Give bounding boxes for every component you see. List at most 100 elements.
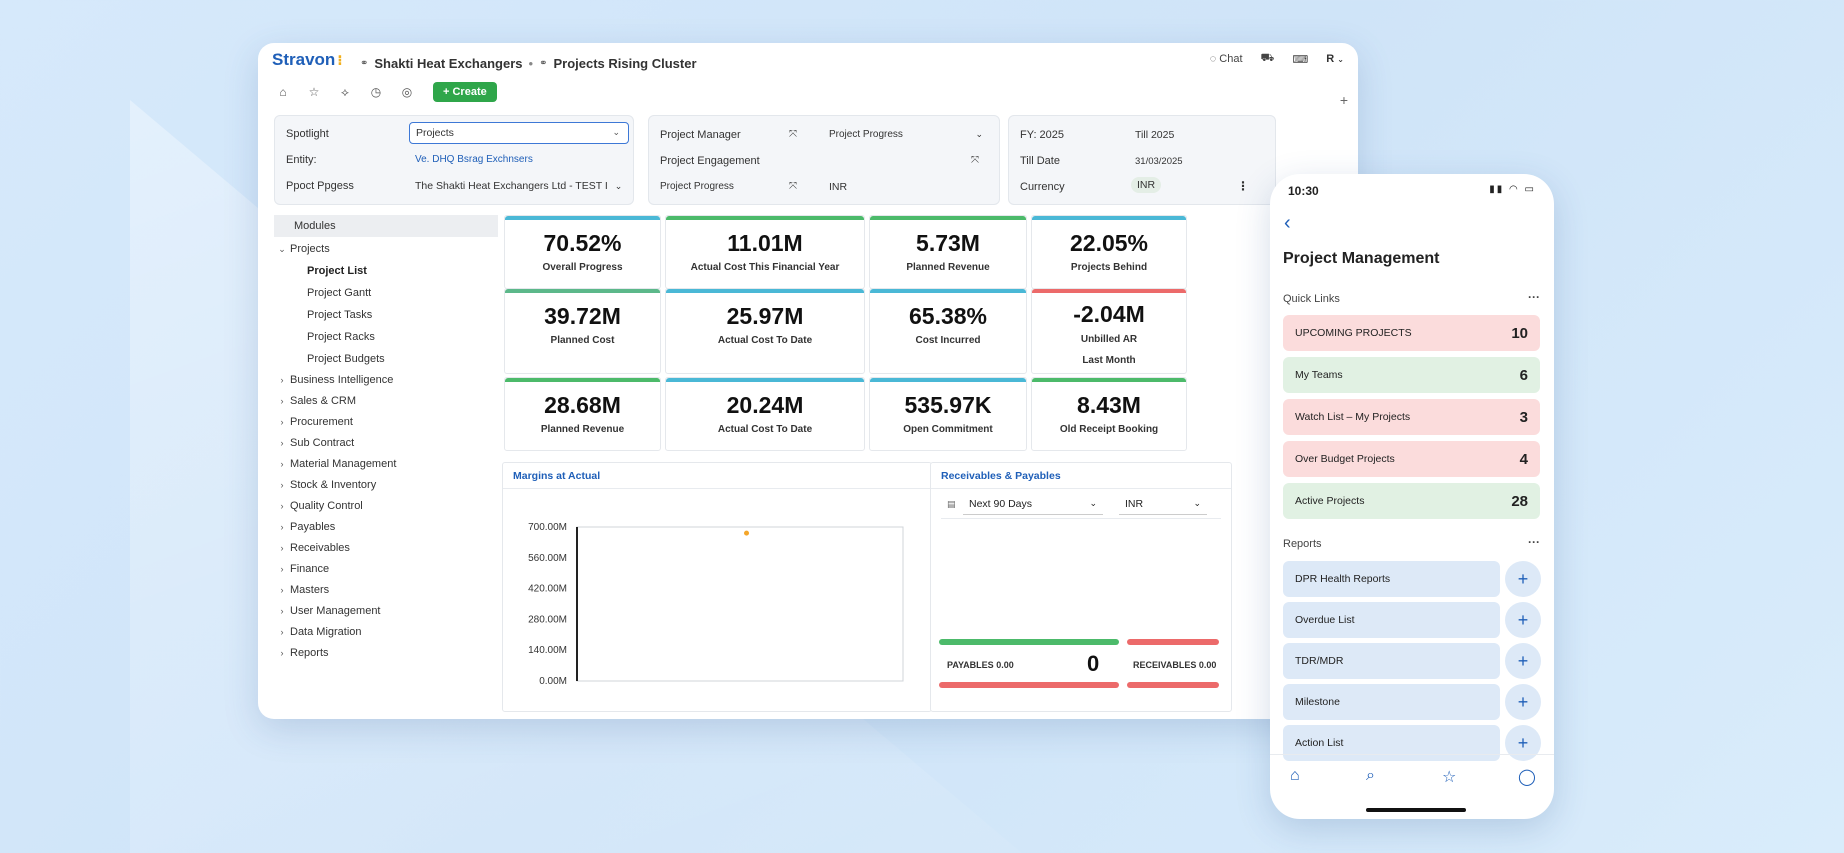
chat-button[interactable]: ◌ Chat xyxy=(1210,53,1243,65)
breadcrumb-cluster[interactable]: Projects Rising Cluster xyxy=(553,56,697,71)
quick-link-item[interactable]: UPCOMING PROJECTS 10 xyxy=(1283,315,1540,351)
spotlight-select[interactable]: Projects ⌄ xyxy=(409,122,629,144)
quick-link-item[interactable]: My Teams 6 xyxy=(1283,357,1540,393)
sidebar-nav: ⌄ Projects Project List Project Gantt Projec… xyxy=(274,237,498,697)
add-report-icon[interactable]: + xyxy=(1505,643,1541,679)
date-range-select[interactable]: Next 90 Days ⌄ xyxy=(963,493,1103,515)
keyboard-icon[interactable]: ⌨ xyxy=(1292,53,1309,66)
expand-icon[interactable]: ⤧ xyxy=(971,155,979,166)
till-date-value[interactable]: 31/03/2025 xyxy=(1135,156,1183,167)
sidebar-item[interactable]: › Sales & CRM xyxy=(274,395,357,407)
add-report-icon[interactable]: + xyxy=(1505,602,1541,638)
chevron-down-icon: ⌄ xyxy=(1193,498,1201,508)
sidebar-subitem[interactable]: Project Tasks xyxy=(307,309,373,321)
expand-icon[interactable]: ⤧ xyxy=(789,129,797,140)
calendar-icon: ▤ xyxy=(947,499,956,509)
chevron-right-icon: › xyxy=(280,438,284,448)
more-options-icon[interactable]: ⋮ xyxy=(1237,179,1249,193)
fy-value[interactable]: Till 2025 xyxy=(1135,129,1175,141)
kpi-card[interactable]: 20.24M Actual Cost To Date xyxy=(665,377,865,451)
sidebar-item[interactable]: › Sub Contract xyxy=(274,437,355,449)
clock-icon[interactable]: ◷ xyxy=(370,85,382,99)
report-item[interactable]: DPR Health Reports xyxy=(1283,561,1500,597)
project-progress-value[interactable]: INR xyxy=(829,181,848,193)
sidebar-item[interactable]: › Data Migration xyxy=(274,626,362,638)
chevron-right-icon: › xyxy=(280,606,284,616)
sidebar-item[interactable]: › Procurement xyxy=(274,416,353,428)
project-manager-select[interactable]: Project Progress ⌄ xyxy=(829,129,989,140)
kpi-card[interactable]: 535.97K Open Commitment xyxy=(869,377,1027,451)
sidebar-item[interactable]: › Receivables xyxy=(274,542,350,554)
y-tick-label: 700.00M xyxy=(528,522,567,533)
tag-icon[interactable]: ⟡ xyxy=(341,84,349,99)
sidebar-item-projects[interactable]: ⌄ Projects xyxy=(274,243,330,255)
currency-select[interactable]: INR xyxy=(1131,177,1162,193)
report-item[interactable]: TDR/MDR xyxy=(1283,643,1500,679)
favorites-tab-icon[interactable]: ☆ xyxy=(1442,769,1457,786)
quick-link-item[interactable]: Active Projects 28 xyxy=(1283,483,1540,519)
user-menu[interactable]: R ⌄ xyxy=(1326,53,1344,65)
sidebar-item[interactable]: › Reports xyxy=(274,647,329,659)
cart-icon[interactable]: ⛟ xyxy=(1260,52,1275,64)
add-report-icon[interactable]: + xyxy=(1505,725,1541,761)
kpi-label: Actual Cost To Date xyxy=(717,424,813,435)
kpi-card[interactable]: 28.68M Planned Revenue xyxy=(504,377,661,451)
sidebar-item[interactable]: › Stock & Inventory xyxy=(274,479,377,491)
report-item[interactable]: Milestone xyxy=(1283,684,1500,720)
report-item[interactable]: Action List xyxy=(1283,725,1500,761)
company-select[interactable]: The Shakti Heat Exchangers Ltd - TEST I … xyxy=(415,180,622,192)
kpi-card[interactable]: 11.01M Actual Cost This Financial Year xyxy=(665,215,865,289)
currency-dropdown-value: INR xyxy=(1125,498,1144,510)
add-report-icon[interactable]: + xyxy=(1505,684,1541,720)
kpi-card[interactable]: 25.97M Actual Cost To Date xyxy=(665,288,865,374)
add-icon[interactable]: + xyxy=(1339,92,1348,108)
breadcrumb-company[interactable]: Shakti Heat Exchangers xyxy=(374,56,523,71)
sidebar-subitem[interactable]: Project Racks xyxy=(307,331,375,343)
quick-link-item[interactable]: Over Budget Projects 4 xyxy=(1283,441,1540,477)
logo[interactable]: Stravon ⁝ xyxy=(272,50,343,70)
y-tick-label: 420.00M xyxy=(528,584,567,595)
add-report-icon[interactable]: + xyxy=(1505,561,1541,597)
org-icon: ⚭ xyxy=(539,58,548,69)
currency-dropdown[interactable]: INR ⌄ xyxy=(1119,493,1207,515)
report-item[interactable]: Overdue List xyxy=(1283,602,1500,638)
quick-link-item[interactable]: Watch List – My Projects 3 xyxy=(1283,399,1540,435)
star-icon[interactable]: ☆ xyxy=(308,85,320,99)
back-icon[interactable]: ‹ xyxy=(1284,212,1291,234)
quick-links-more-icon[interactable]: ··· xyxy=(1528,290,1540,304)
profile-tab-icon[interactable]: ◯ xyxy=(1518,769,1536,786)
chevron-right-icon: › xyxy=(280,417,284,427)
kpi-card[interactable]: 8.43M Old Receipt Booking xyxy=(1031,377,1187,451)
sidebar-subitem[interactable]: Project List xyxy=(307,265,367,277)
margins-chart[interactable]: 700.00M 560.00M 420.00M 280.00M 140.00M 0.00M xyxy=(503,491,933,711)
sidebar-item[interactable]: › Material Management xyxy=(274,458,397,470)
sidebar-item[interactable]: › Business Intelligence xyxy=(274,374,394,386)
sidebar-item[interactable]: › Masters xyxy=(274,584,330,596)
sidebar-item[interactable]: › Payables xyxy=(274,521,336,533)
kpi-label: Old Receipt Booking xyxy=(1059,424,1159,435)
home-tab-icon[interactable]: ⌂ xyxy=(1290,767,1300,784)
kpi-card[interactable]: 70.52% Overall Progress xyxy=(504,215,661,289)
settings-icon[interactable]: ◎ xyxy=(401,85,413,99)
collapse-icon[interactable]: ⤧ xyxy=(789,181,797,192)
sidebar-item[interactable]: › Finance xyxy=(274,563,330,575)
kpi-value: 535.97K xyxy=(904,392,992,418)
reports-more-icon[interactable]: ··· xyxy=(1528,535,1540,549)
sidebar-subitem[interactable]: Project Budgets xyxy=(307,353,385,365)
currency-value: INR xyxy=(1131,177,1162,193)
search-tab-icon[interactable]: ⌕ xyxy=(1366,767,1375,784)
kpi-value: -2.04M xyxy=(1073,301,1145,327)
kpi-card[interactable]: 5.73M Planned Revenue xyxy=(869,215,1027,289)
kpi-card[interactable]: 65.38% Cost Incurred xyxy=(869,288,1027,374)
entity-value[interactable]: Ve. DHQ Bsrag Exchnsers xyxy=(415,154,533,165)
sidebar-item[interactable]: › User Management xyxy=(274,605,381,617)
quick-link-label: UPCOMING PROJECTS xyxy=(1295,327,1412,339)
kpi-card[interactable]: 22.05% Projects Behind xyxy=(1031,215,1187,289)
sidebar-item[interactable]: › Quality Control xyxy=(274,500,363,512)
create-button[interactable]: + Create xyxy=(433,82,497,102)
top-right-actions: ◌ Chat ⛟ ⌨ R ⌄ xyxy=(1210,52,1344,66)
home-icon[interactable]: ⌂ xyxy=(279,85,287,99)
kpi-card[interactable]: -2.04M Unbilled AR Last Month xyxy=(1031,288,1187,374)
kpi-card[interactable]: 39.72M Planned Cost xyxy=(504,288,661,374)
sidebar-subitem[interactable]: Project Gantt xyxy=(307,287,372,299)
